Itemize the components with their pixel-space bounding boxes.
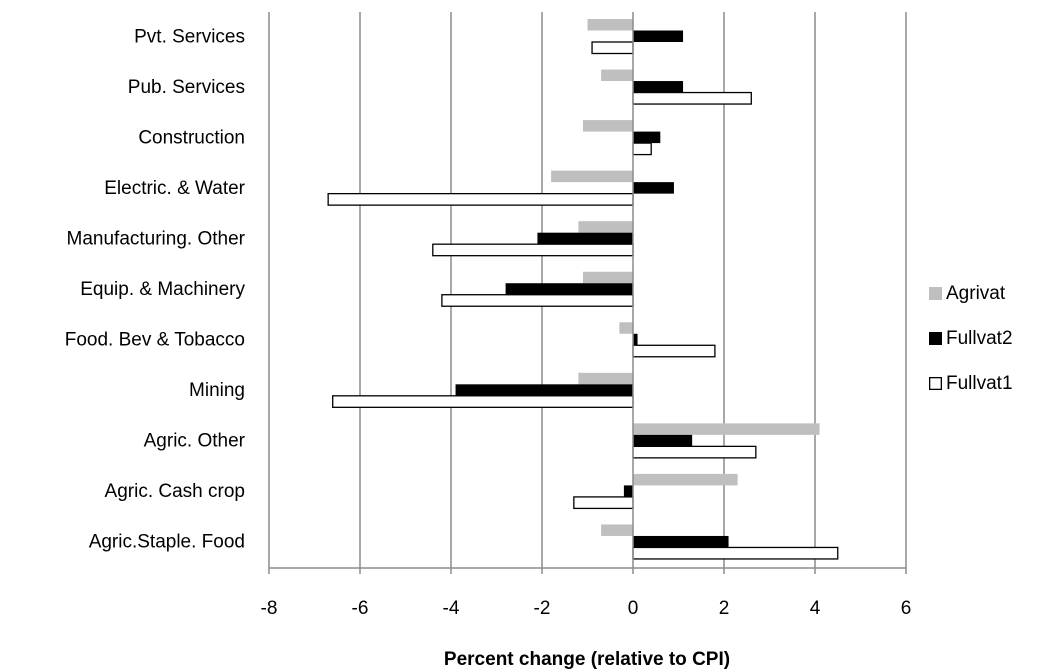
bar-fullvat1 bbox=[441, 294, 634, 307]
bar-agrivat bbox=[551, 170, 633, 183]
bar-agrivat bbox=[582, 120, 633, 132]
bar-fullvat1 bbox=[327, 192, 634, 206]
bars bbox=[327, 19, 839, 560]
legend-label-fullvat1: Fullvat1 bbox=[946, 373, 1013, 394]
bar-agrivat bbox=[633, 423, 820, 435]
bar-fullvat2 bbox=[633, 434, 693, 447]
bar-fullvat2 bbox=[455, 384, 633, 396]
bar-agrivat bbox=[587, 19, 633, 31]
x-axis-title: Percent change (relative to CPI) bbox=[444, 649, 730, 670]
bar-agrivat bbox=[601, 524, 633, 536]
axes bbox=[268, 12, 907, 574]
category-label: Food. Bev & Tobacco bbox=[65, 330, 245, 351]
category-label: Agric.Staple. Food bbox=[89, 532, 245, 553]
bar-fullvat2 bbox=[623, 485, 633, 497]
bar-fullvat1 bbox=[573, 496, 634, 510]
x-tick-label: 4 bbox=[810, 598, 821, 619]
category-labels: Pvt. Services Pub. Services Construction El… bbox=[65, 26, 246, 552]
category-label: Manufacturing. Other bbox=[67, 228, 246, 249]
bar-fullvat2 bbox=[633, 131, 661, 144]
x-tick-label: -6 bbox=[352, 598, 369, 619]
x-tick-label: 2 bbox=[719, 598, 730, 619]
category-label: Pub. Services bbox=[128, 77, 245, 98]
bar-fullvat1 bbox=[332, 395, 634, 408]
category-label: Electric. & Water bbox=[104, 178, 245, 199]
bar-fullvat1 bbox=[632, 142, 652, 156]
bar-fullvat1 bbox=[632, 546, 839, 560]
bar-fullvat1 bbox=[632, 91, 752, 105]
bar-fullvat1 bbox=[632, 344, 716, 358]
bar-agrivat bbox=[619, 322, 633, 334]
bar-fullvat2 bbox=[633, 81, 684, 93]
x-tick-labels: -8 -6 -4 -2 0 2 4 6 bbox=[261, 598, 912, 619]
category-label: Construction bbox=[138, 127, 245, 148]
legend-swatch-fullvat2 bbox=[929, 332, 942, 345]
bar-fullvat2 bbox=[633, 333, 638, 346]
bar-agrivat bbox=[601, 69, 633, 82]
legend: Agrivat Fullvat2 Fullvat1 bbox=[929, 283, 1013, 394]
x-tick-label: 0 bbox=[628, 598, 639, 619]
legend-label-fullvat2: Fullvat2 bbox=[946, 328, 1013, 349]
x-tick-label: -8 bbox=[261, 598, 278, 619]
legend-swatch-agrivat bbox=[929, 287, 942, 300]
bar-fullvat2 bbox=[505, 283, 633, 295]
bar-fullvat1 bbox=[632, 445, 757, 459]
legend-swatch-fullvat1 bbox=[929, 376, 943, 390]
bar-fullvat1 bbox=[432, 243, 634, 257]
category-label: Mining bbox=[189, 380, 245, 401]
x-tick-label: -2 bbox=[534, 598, 551, 619]
bar-agrivat bbox=[578, 221, 633, 233]
category-label: Agric. Cash crop bbox=[105, 481, 245, 502]
bar-agrivat bbox=[582, 271, 633, 284]
bar-fullvat2 bbox=[633, 182, 674, 194]
bar-fullvat2 bbox=[537, 232, 633, 245]
x-tick-label: 6 bbox=[901, 598, 912, 619]
category-label: Pvt. Services bbox=[134, 26, 245, 47]
x-tick-label: -4 bbox=[443, 598, 460, 619]
bar-agrivat bbox=[633, 473, 738, 486]
bar-agrivat bbox=[578, 372, 633, 385]
legend-label-agrivat: Agrivat bbox=[946, 283, 1006, 304]
category-label: Equip. & Machinery bbox=[80, 279, 245, 300]
bar-fullvat2 bbox=[633, 535, 729, 548]
bar-fullvat2 bbox=[633, 30, 684, 42]
bar-fullvat1 bbox=[591, 41, 634, 55]
category-label: Agric. Other bbox=[144, 431, 246, 452]
